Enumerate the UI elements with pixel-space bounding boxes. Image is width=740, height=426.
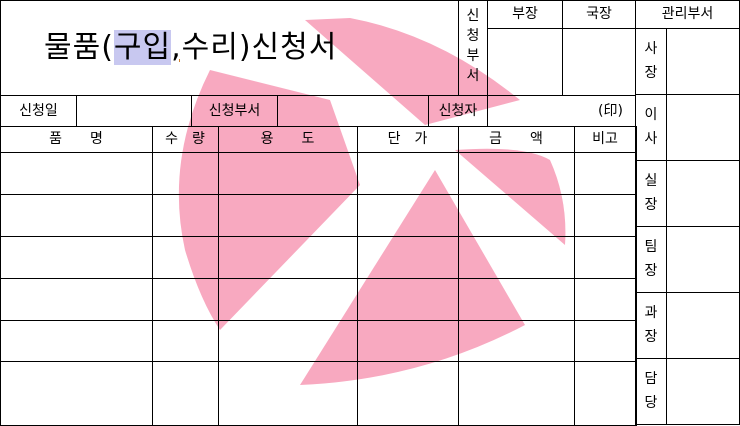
- row-4-unit-price-cell[interactable]: [357, 278, 459, 321]
- row-2-purpose-cell[interactable]: [218, 194, 358, 237]
- management-header-label: 관리부서: [661, 6, 714, 22]
- header-purpose: 용 도: [260, 131, 315, 147]
- row-6-unit-price-cell[interactable]: [357, 361, 459, 426]
- management-role-6-sign-box[interactable]: [666, 358, 740, 425]
- title-selected-text: 구입: [113, 30, 172, 65]
- row-5-unit-price-cell[interactable]: [357, 320, 459, 362]
- row-5-remarks-cell[interactable]: [574, 320, 637, 362]
- seal-mark: (印): [598, 103, 623, 119]
- row-5-amount-cell[interactable]: [458, 320, 575, 362]
- row-6-purpose-cell[interactable]: [218, 361, 358, 426]
- request-dept-vertical-label: 신 청 부 서: [458, 6, 488, 86]
- row-4-remarks-cell[interactable]: [574, 278, 637, 321]
- approval-head-2-sign-box[interactable]: [562, 28, 636, 96]
- row-3-unit-price-cell[interactable]: [357, 236, 459, 279]
- row-6-amount-cell[interactable]: [458, 361, 575, 426]
- row-3-purpose-cell[interactable]: [218, 236, 358, 279]
- approval-head-2-label: 국장: [586, 6, 612, 22]
- header-amount: 금 액: [489, 131, 543, 147]
- row-4-purpose-cell[interactable]: [218, 278, 358, 321]
- management-role-1-sign-box[interactable]: [666, 28, 740, 95]
- row-3-quantity-cell[interactable]: [152, 236, 219, 279]
- date-label: 신청일: [19, 103, 58, 119]
- row-2-quantity-cell[interactable]: [152, 194, 219, 237]
- row-4-amount-cell[interactable]: [458, 278, 575, 321]
- header-unit-price: 단 가: [387, 131, 428, 147]
- header-remarks: 비고: [592, 131, 618, 147]
- row-3-item-name-cell[interactable]: [0, 236, 153, 279]
- row-5-item-name-cell[interactable]: [0, 320, 153, 362]
- title-prefix: 물품(: [44, 30, 114, 65]
- row-2-amount-cell[interactable]: [458, 194, 575, 237]
- form-title: 물품(구입,수리)신청서: [44, 28, 337, 68]
- row-2-unit-price-cell[interactable]: [357, 194, 459, 237]
- title-comma: ,: [171, 30, 182, 65]
- row-6-quantity-cell[interactable]: [152, 361, 219, 426]
- row-6-item-name-cell[interactable]: [0, 361, 153, 426]
- row-2-remarks-cell[interactable]: [574, 194, 637, 237]
- management-role-3-sign-box[interactable]: [666, 160, 740, 227]
- request-dept-char-3: 부: [466, 48, 480, 64]
- row-6-remarks-cell[interactable]: [574, 361, 637, 426]
- row-4-item-name-cell[interactable]: [0, 278, 153, 321]
- row-3-amount-cell[interactable]: [458, 236, 575, 279]
- row-1-unit-price-cell[interactable]: [357, 152, 459, 195]
- row-5-quantity-cell[interactable]: [152, 320, 219, 362]
- approval-head-1-label: 부장: [512, 6, 538, 22]
- title-rest: 수리)신청서: [181, 30, 338, 65]
- row-2-item-name-cell[interactable]: [0, 194, 153, 237]
- row-5-purpose-cell[interactable]: [218, 320, 358, 362]
- request-dept-char-2: 청: [466, 28, 480, 44]
- header-quantity: 수 량: [165, 131, 205, 147]
- row-1-remarks-cell[interactable]: [574, 152, 637, 195]
- row-1-item-name-cell[interactable]: [0, 152, 153, 195]
- management-role-4-sign-box[interactable]: [666, 226, 740, 293]
- request-dept-char-1: 신: [466, 8, 480, 24]
- dept-label: 신청부서: [208, 103, 261, 119]
- management-role-5-sign-box[interactable]: [666, 292, 740, 359]
- row-3-remarks-cell[interactable]: [574, 236, 637, 279]
- row-4-quantity-cell[interactable]: [152, 278, 219, 321]
- row-1-amount-cell[interactable]: [458, 152, 575, 195]
- date-field[interactable]: [76, 95, 192, 127]
- approval-head-1-sign-box[interactable]: [487, 28, 563, 96]
- row-1-purpose-cell[interactable]: [218, 152, 358, 195]
- header-item-name: 품 명: [49, 131, 103, 147]
- management-role-2-sign-box[interactable]: [666, 94, 740, 161]
- row-1-quantity-cell[interactable]: [152, 152, 219, 195]
- request-dept-char-4: 서: [466, 68, 480, 84]
- applicant-label: 신청자: [438, 103, 478, 119]
- dept-field[interactable]: [277, 95, 429, 127]
